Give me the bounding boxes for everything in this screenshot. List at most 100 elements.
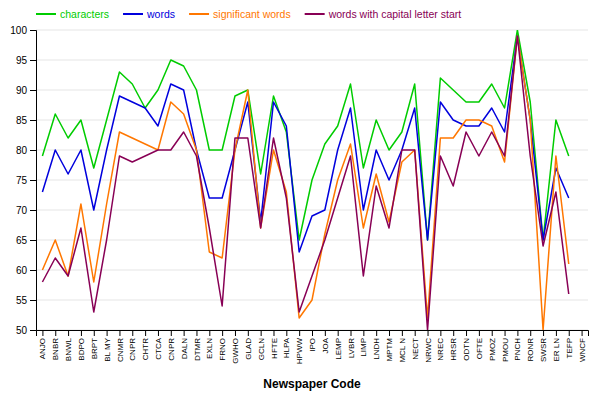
series-line <box>42 36 568 330</box>
tick-label: HFTE <box>270 338 279 359</box>
tick-label: WNCF <box>578 338 587 362</box>
tick-label: MPTM <box>385 338 394 362</box>
x-tick: EXLN <box>205 330 214 359</box>
tick-mark <box>569 330 570 336</box>
tick-label: CNPR <box>167 338 176 361</box>
x-tick: OFTE <box>475 330 484 359</box>
legend-item: words with capital letter start <box>305 8 462 20</box>
axis-line <box>30 31 37 331</box>
tick-label: BDPO <box>77 338 86 361</box>
tick-label: GCLN <box>257 338 266 360</box>
x-tick: LVBR <box>347 330 356 358</box>
tick-mark <box>273 330 274 336</box>
x-tick: HLPA <box>282 330 291 358</box>
tick-label: LVBR <box>347 338 356 359</box>
tick-mark <box>466 330 467 336</box>
tick-mark <box>209 330 210 336</box>
tick-mark <box>261 330 262 336</box>
x-tick: BRPT <box>90 330 99 359</box>
y-tick: 60 <box>16 265 36 276</box>
x-tick: CNPR <box>128 330 137 361</box>
tick-label: JOA <box>321 337 330 353</box>
grid-line <box>36 30 588 31</box>
x-tick: SWSR <box>539 330 548 362</box>
x-tick: MPTM <box>385 330 394 362</box>
x-tick: HRSR <box>449 330 458 361</box>
tick-label: BNWL <box>64 337 73 361</box>
y-tick: 50 <box>16 325 36 336</box>
tick-mark <box>543 330 544 336</box>
tick-label: 65 <box>16 235 28 246</box>
tick-label: CTCA <box>154 337 163 359</box>
y-tick: 65 <box>16 235 36 246</box>
tick-mark <box>248 330 249 336</box>
tick-label: HPWW <box>295 338 304 365</box>
tick-label: 80 <box>16 145 28 156</box>
tick-label: 60 <box>16 265 28 276</box>
tick-mark <box>30 150 36 151</box>
tick-label: GLAD <box>244 338 253 360</box>
tick-label: PMOZ <box>488 338 497 361</box>
x-tick: HPWW <box>295 330 304 364</box>
tick-mark <box>107 330 108 336</box>
tick-label: CNMR <box>116 338 125 362</box>
grid-line <box>36 90 588 91</box>
tick-label: CHTR <box>141 338 150 360</box>
tick-label: BNBR <box>51 338 60 360</box>
x-tick: RONR <box>526 330 535 362</box>
tick-label: EXLN <box>205 338 214 359</box>
y-tick: 55 <box>16 295 36 306</box>
x-tick: CHTR <box>141 330 150 360</box>
tick-mark <box>492 330 493 336</box>
tick-label: TEFP <box>565 338 574 358</box>
x-tick: MCL N <box>398 330 407 363</box>
legend-label: words with capital letter start <box>328 8 462 20</box>
tick-label: LNDH <box>372 338 381 360</box>
tick-mark <box>530 330 531 336</box>
tick-label: GWHO <box>231 338 240 364</box>
tick-mark <box>312 330 313 336</box>
tick-mark <box>30 240 36 241</box>
x-tick: CNMR <box>116 330 125 362</box>
tick-label: IPO <box>308 338 317 352</box>
tick-label: CNPR <box>128 338 137 361</box>
tick-mark <box>389 330 390 336</box>
x-tick: ODTN <box>462 330 471 361</box>
x-tick: TEFP <box>565 330 574 358</box>
legend-label: significant words <box>213 8 291 20</box>
tick-label: 95 <box>16 55 28 66</box>
x-tick: NREC <box>436 330 445 361</box>
x-tick: NECT <box>411 330 420 360</box>
tick-mark <box>145 330 146 336</box>
tick-mark <box>55 330 56 336</box>
grid-line <box>36 60 588 61</box>
tick-label: 100 <box>10 25 27 36</box>
tick-mark <box>30 180 36 181</box>
legend-item: words <box>123 8 175 20</box>
legend-label: words <box>146 8 175 20</box>
tick-label: PMOU <box>501 338 510 362</box>
tick-mark <box>68 330 69 336</box>
x-tick: HFTE <box>270 330 279 359</box>
tick-mark <box>453 330 454 336</box>
legend: characters words significant words words wi… <box>36 8 461 20</box>
y-axis: 50556065707580859095100 <box>10 25 36 336</box>
tick-label: MCL N <box>398 338 407 363</box>
tick-mark <box>556 330 557 336</box>
x-tick: PNCH <box>513 330 522 361</box>
series-line <box>42 36 568 330</box>
tick-mark <box>30 90 36 91</box>
legend-item: characters <box>36 8 109 20</box>
tick-label: HRSR <box>449 338 458 361</box>
tick-label: NECT <box>411 338 420 360</box>
tick-mark <box>30 30 36 31</box>
y-tick: 70 <box>16 205 36 216</box>
tick-mark <box>30 120 36 121</box>
axis-line <box>37 331 589 337</box>
tick-label: BRPT <box>90 338 99 359</box>
tick-mark <box>30 270 36 271</box>
x-tick: PMOU <box>501 330 510 362</box>
tick-label: DTMR <box>193 338 202 361</box>
tick-mark <box>94 330 95 336</box>
tick-label: BL MY <box>103 337 112 361</box>
